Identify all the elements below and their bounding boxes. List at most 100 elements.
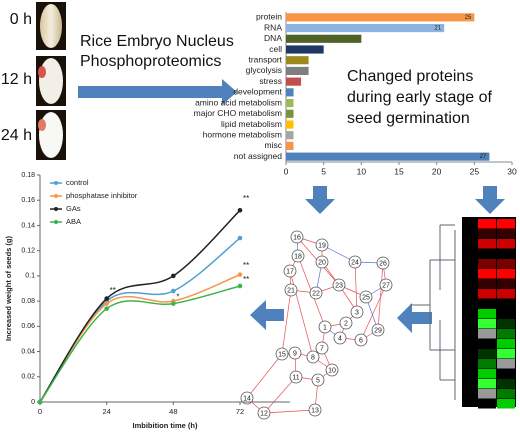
category-label: misc — [265, 140, 283, 150]
y-tick-label: 0.1 — [25, 273, 35, 280]
arrow — [78, 79, 237, 105]
node-label: 25 — [362, 294, 370, 301]
node-label: 10 — [328, 367, 336, 374]
category-label: cell — [269, 44, 282, 54]
node-label: 20 — [318, 259, 326, 266]
node-label: 8 — [311, 354, 315, 361]
heatmap-cell — [497, 319, 515, 329]
network-node — [306, 350, 320, 364]
legend-label: ABA — [66, 217, 81, 226]
heatmap-cell — [478, 289, 496, 299]
heatmap-cell — [478, 379, 496, 389]
value-label: 25 — [465, 15, 472, 21]
y-axis-label: Increased weight of seeds (g) — [4, 235, 13, 341]
y-tick-label: 0.02 — [21, 374, 35, 381]
node-label: 5 — [316, 377, 320, 384]
network-node — [318, 320, 332, 334]
arrow — [397, 303, 432, 333]
heatmap-cell — [478, 299, 496, 309]
method-label: Phosphoproteomics — [80, 53, 221, 70]
x-tick-label: 0 — [38, 407, 42, 416]
network-edge — [281, 289, 292, 355]
y-tick-label: 0.14 — [21, 222, 35, 229]
node-label: 7 — [320, 345, 324, 352]
network-node — [379, 278, 393, 292]
x-tick-label: 15 — [394, 166, 404, 176]
point — [171, 273, 176, 279]
network-node — [275, 347, 289, 361]
annotation: ** — [243, 261, 249, 270]
legend-label: control — [66, 178, 89, 187]
node-label: 12 — [260, 410, 268, 417]
network-node — [332, 278, 346, 292]
heatmap-cell — [478, 259, 496, 269]
network-node — [257, 406, 271, 420]
network-node — [350, 305, 364, 319]
arrow — [305, 186, 335, 214]
point — [237, 235, 243, 241]
heatmap-cell — [497, 329, 515, 339]
network-node — [291, 249, 305, 263]
x-tick-label: 24 — [102, 407, 110, 416]
network-node — [315, 255, 329, 269]
legend-marker — [54, 181, 58, 185]
heatmap-cell — [478, 219, 496, 229]
network-node — [240, 391, 254, 405]
point — [37, 399, 43, 405]
category-label: DNA — [264, 33, 282, 43]
x-tick-label: 5 — [321, 166, 326, 176]
network-node — [315, 238, 329, 252]
x-tick-label: 10 — [357, 166, 367, 176]
annotation: ** — [110, 286, 116, 295]
node-label: 19 — [318, 242, 326, 249]
network-edge — [246, 353, 283, 399]
network-node — [339, 316, 353, 330]
bar — [286, 99, 294, 108]
network-node — [376, 256, 390, 270]
y-tick-label: 0.06 — [21, 323, 35, 330]
point — [237, 208, 243, 213]
annotation: ** — [243, 275, 249, 284]
bar — [286, 66, 309, 75]
time-label: 24 h — [1, 127, 32, 144]
x-tick-label: 0 — [284, 166, 289, 176]
heatmap-cell — [478, 269, 496, 279]
node-label: 11 — [292, 374, 299, 381]
network-node — [371, 323, 385, 337]
heatmap-cell — [478, 309, 496, 319]
summary-label: Changed proteins — [347, 68, 473, 85]
node-label: 23 — [335, 282, 343, 289]
heatmap-cell — [497, 249, 515, 259]
y-tick-label: 0.12 — [21, 248, 35, 255]
series-line — [39, 209, 241, 403]
network-node — [348, 255, 362, 269]
node-label: 26 — [379, 260, 387, 267]
network-node — [290, 230, 304, 244]
heatmap-cell — [497, 259, 515, 269]
x-tick-label: 72 — [236, 407, 244, 416]
point — [104, 306, 109, 311]
heatmap-cell — [478, 349, 496, 359]
point — [237, 272, 243, 277]
category-label: not assigned — [234, 151, 282, 161]
x-tick-label: 30 — [507, 166, 517, 176]
bar — [286, 34, 362, 43]
summary-label: during early stage of — [347, 89, 493, 106]
y-tick-label: 0 — [31, 399, 35, 406]
legend-marker — [54, 207, 58, 211]
annotation: * — [176, 292, 179, 301]
network-node — [288, 346, 302, 360]
x-tick-label: 25 — [470, 166, 480, 176]
bar — [286, 131, 294, 140]
network-node — [309, 286, 323, 300]
node-label: 14 — [243, 395, 251, 402]
heatmap-cell — [497, 399, 515, 409]
heatmap-cell — [497, 359, 515, 369]
arrow — [250, 300, 284, 330]
node-label: 15 — [278, 351, 286, 358]
node-label: 27 — [382, 282, 390, 289]
heatmap — [410, 217, 516, 409]
legend-label: GAs — [66, 204, 81, 213]
